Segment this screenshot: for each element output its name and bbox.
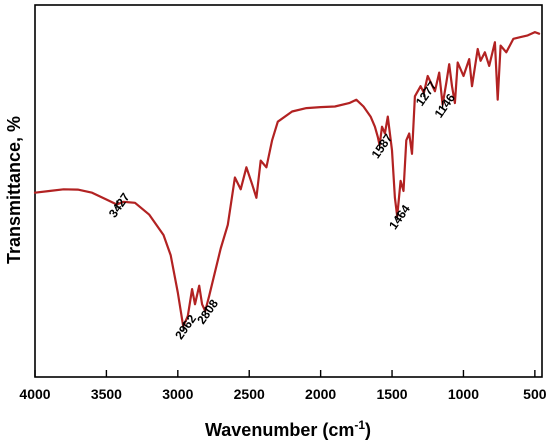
x-tick-label: 1000 [448,386,479,402]
x-tick-label: 3000 [162,386,193,402]
y-axis-title: Transmittance, % [4,116,24,264]
x-axis-title: Wavenumber (cm-1) [205,418,371,440]
x-axis-title-suffix: ) [365,420,371,440]
x-tick-label: 2500 [234,386,265,402]
x-axis-title-main: Wavenumber (cm [205,420,354,440]
x-tick-labels: 4000 3500 3000 2500 2000 1500 1000 500 [19,386,546,402]
x-ticks [34,370,536,377]
peak-label: 3427 [106,190,133,220]
peak-label: 2808 [194,297,221,327]
x-tick-label: 1500 [376,386,407,402]
peak-label: 1464 [386,202,413,232]
plot-frame [34,4,543,378]
x-tick-label: 4000 [19,386,50,402]
x-tick-label: 500 [523,386,547,402]
series-line [33,30,541,328]
x-axis-title-superscript: -1 [354,418,365,432]
x-tick-label: 3500 [91,386,122,402]
x-tick-label: 2000 [305,386,336,402]
